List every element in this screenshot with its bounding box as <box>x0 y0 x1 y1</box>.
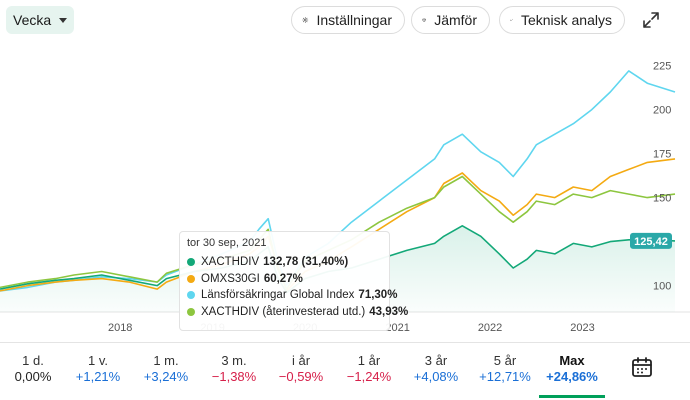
tooltip-row: XACTHDIV (återinvesterad utd.) 43,93% <box>187 304 408 321</box>
period-label: 5 år <box>493 353 517 368</box>
interval-select-value: Vecka <box>13 12 52 28</box>
period-change: −1,38% <box>211 369 257 384</box>
period-5y[interactable]: 5 år +12,71% <box>472 343 538 397</box>
technical-analysis-button[interactable]: Teknisk analys <box>499 6 625 34</box>
period-1w[interactable]: 1 v. +1,21% <box>65 343 131 397</box>
last-price-label: 125,42 <box>634 236 668 248</box>
period-label: 1 år <box>357 353 381 368</box>
y-tick-label: 175 <box>653 149 671 161</box>
series-dot <box>187 307 195 316</box>
period-3m[interactable]: 3 m. −1,38% <box>201 343 267 397</box>
y-tick-label: 225 <box>653 61 671 73</box>
y-tick-label: 200 <box>653 105 671 117</box>
x-tick-label: 2018 <box>108 322 132 334</box>
tooltip-series-value: 60,27% <box>263 272 303 285</box>
caret-down-icon <box>59 18 67 23</box>
tooltip-date: tor 30 sep, 2021 <box>187 237 267 249</box>
x-tick-label: 2021 <box>385 322 409 334</box>
gear-icon <box>302 17 309 23</box>
trend-line-icon <box>510 18 513 22</box>
tooltip-series-value: 43,93% <box>369 305 409 318</box>
settings-button[interactable]: Inställningar <box>291 6 405 34</box>
period-selector: 1 d. 0,00% 1 v. +1,21% 1 m. +3,24% 3 m. … <box>0 342 690 400</box>
tooltip-series-name: XACTHDIV (återinvesterad utd.) <box>201 305 366 318</box>
y-tick-label: 150 <box>653 193 671 205</box>
chart-tooltip: tor 30 sep, 2021 XACTHDIV 132,78 (31,40%… <box>179 231 408 331</box>
tooltip-series-value: 71,30% <box>358 289 398 302</box>
settings-label: Inställningar <box>316 12 393 28</box>
period-change: +4,08% <box>413 369 459 384</box>
tooltip-row: OMXS30GI 60,27% <box>187 271 382 288</box>
period-change: −1,24% <box>346 369 392 384</box>
series-dot <box>187 258 195 267</box>
technical-analysis-label: Teknisk analys <box>520 12 612 28</box>
period-label: i år <box>291 353 311 368</box>
period-change: −0,59% <box>278 369 324 384</box>
series-dot <box>187 274 195 283</box>
chart-toolbar: Vecka Inställningar Jämför Teknisk analy… <box>0 0 690 44</box>
compare-button[interactable]: Jämför <box>411 6 490 34</box>
period-change: 0,00% <box>14 369 52 384</box>
period-ytd[interactable]: i år −0,59% <box>268 343 334 397</box>
series-area <box>0 225 675 312</box>
period-label: 1 m. <box>153 353 179 368</box>
period-label: 1 v. <box>88 353 108 368</box>
tooltip-series-name: Länsförsäkringar Global Index <box>201 289 355 302</box>
period-3y[interactable]: 3 år +4,08% <box>403 343 469 397</box>
y-tick-label: 100 <box>653 281 671 293</box>
series-dot <box>187 291 195 300</box>
period-change: +1,21% <box>75 369 121 384</box>
period-label: Max <box>559 353 585 368</box>
period-change: +3,24% <box>143 369 189 384</box>
period-1d[interactable]: 1 d. 0,00% <box>0 343 66 397</box>
period-label: 3 m. <box>221 353 247 368</box>
compare-label: Jämför <box>434 12 477 28</box>
interval-select[interactable]: Vecka <box>6 6 74 34</box>
tooltip-series-name: OMXS30GI <box>201 272 260 285</box>
scale-icon <box>422 18 427 22</box>
calendar-icon[interactable] <box>630 355 654 379</box>
period-label: 3 år <box>424 353 448 368</box>
period-change: +24,86% <box>546 369 598 384</box>
period-change: +12,71% <box>479 369 531 384</box>
last-price-badge <box>630 232 672 249</box>
x-tick-label: 2022 <box>478 322 502 334</box>
period-1y[interactable]: 1 år −1,24% <box>336 343 402 397</box>
tooltip-series-value: 132,78 (31,40%) <box>263 256 349 269</box>
tooltip-row: Länsförsäkringar Global Index 71,30% <box>187 287 397 304</box>
tooltip-row: XACTHDIV 132,78 (31,40%) <box>187 254 382 271</box>
expand-icon[interactable] <box>639 8 663 32</box>
period-1m[interactable]: 1 m. +3,24% <box>133 343 199 397</box>
period-label: 1 d. <box>22 353 44 368</box>
period-max[interactable]: Max +24,86% <box>539 343 605 398</box>
x-tick-label: 2023 <box>570 322 594 334</box>
tooltip-series-name: XACTHDIV <box>201 256 260 269</box>
